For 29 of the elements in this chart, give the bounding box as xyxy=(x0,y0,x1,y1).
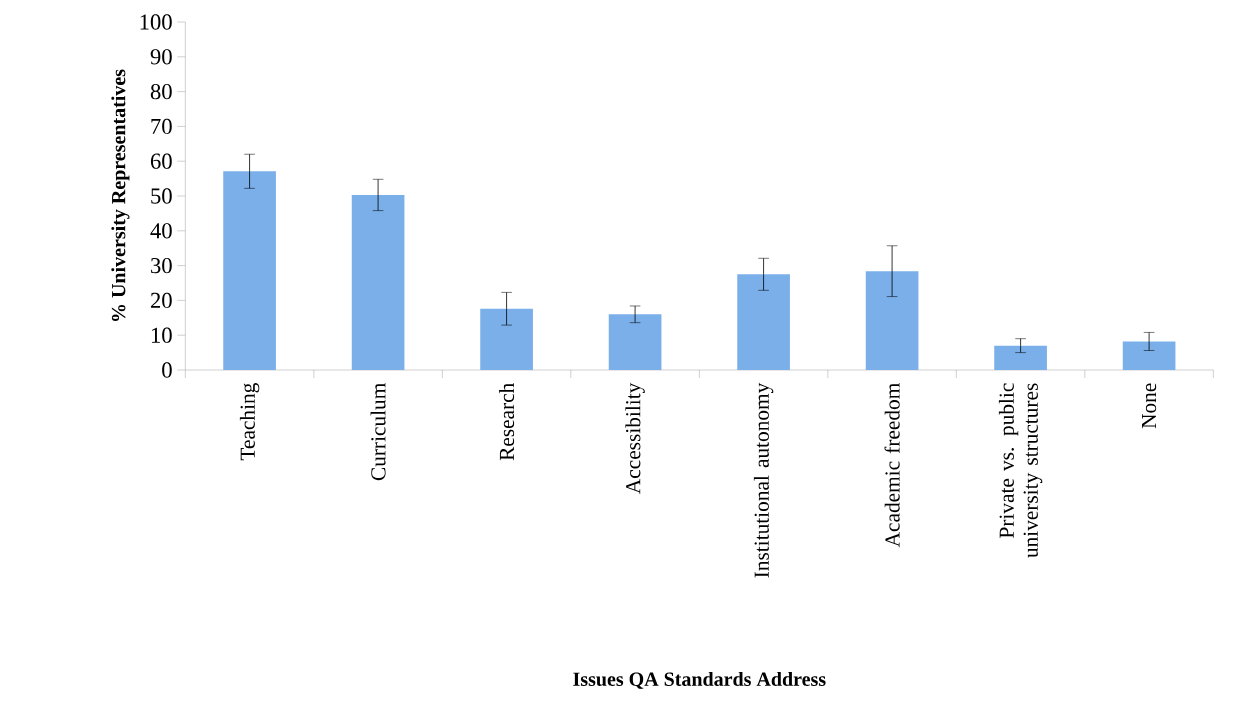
x-tick-label: Research xyxy=(499,382,515,461)
y-tick-label: 20 xyxy=(150,292,172,309)
y-tick-label: 30 xyxy=(151,257,172,274)
y-tick-label: 0 xyxy=(162,362,172,378)
y-tick-label: 40 xyxy=(150,223,172,239)
y-tick-label: 60 xyxy=(150,153,172,169)
bar xyxy=(1122,341,1176,370)
x-axis-title: Issues QA Standards Address xyxy=(573,671,826,689)
y-tick-label: 100 xyxy=(140,14,172,30)
y-tick-label: 80 xyxy=(150,83,172,100)
x-tick-label: Teaching xyxy=(239,383,260,461)
bar xyxy=(608,314,662,370)
x-tick-label: Institutional autonomy xyxy=(753,382,774,578)
y-tick-label: 90 xyxy=(150,49,172,65)
y-tick-label: 50 xyxy=(151,188,172,204)
bar xyxy=(994,345,1047,370)
bar xyxy=(223,171,276,370)
bar xyxy=(737,274,790,370)
x-tick-label: Academic freedom xyxy=(884,383,900,548)
x-tick-label: None xyxy=(1142,383,1157,429)
y-tick-label: 10 xyxy=(151,327,172,343)
x-tick-label: Accessibility xyxy=(625,382,645,494)
bar xyxy=(351,194,405,370)
x-tick-label: Private vs. public university structures xyxy=(998,383,1043,558)
bar xyxy=(865,271,919,370)
x-tick-label: Curriculum xyxy=(370,383,386,481)
y-tick-label: 70 xyxy=(151,118,172,135)
bar xyxy=(480,308,533,370)
y-axis-title: % University Representatives xyxy=(111,69,130,321)
